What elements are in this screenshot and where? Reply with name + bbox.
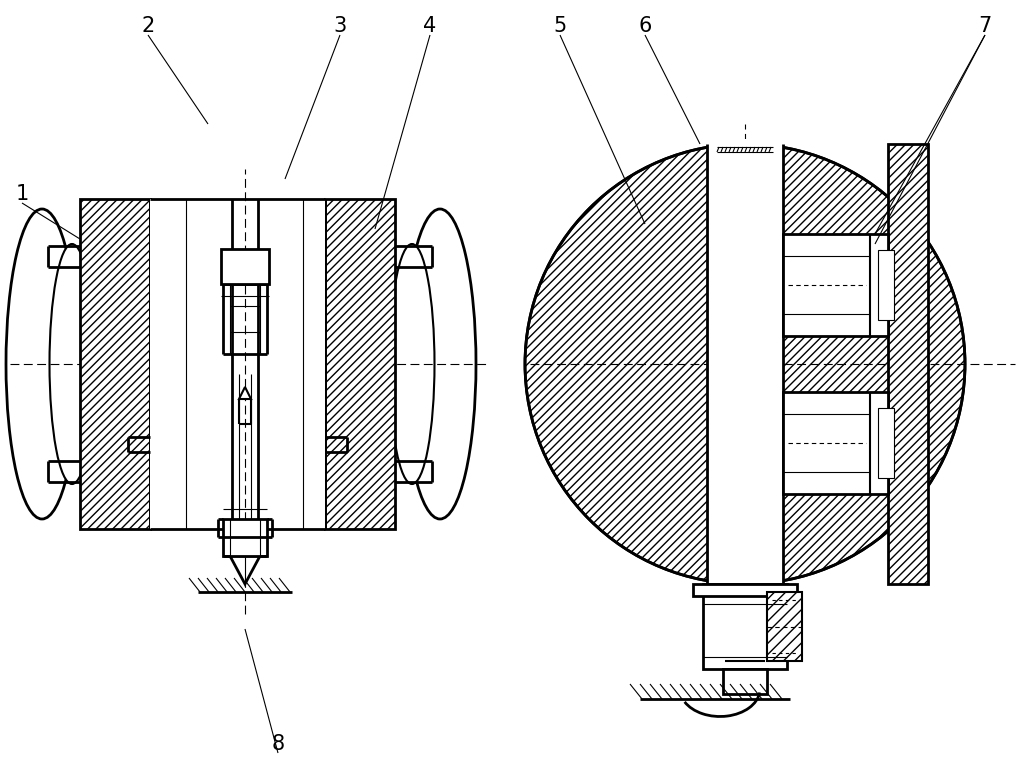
Text: 6: 6 [638, 16, 651, 36]
Bar [703, 584, 787, 669]
Text: 4: 4 [423, 16, 436, 36]
Bar [223, 519, 267, 556]
Text: 1: 1 [15, 184, 29, 204]
Ellipse shape [6, 209, 78, 519]
Bar [693, 584, 797, 596]
Text: 7: 7 [978, 16, 991, 36]
Ellipse shape [49, 244, 94, 484]
Bar [783, 234, 888, 336]
Bar [723, 669, 767, 694]
Polygon shape [230, 556, 260, 584]
Ellipse shape [404, 209, 476, 519]
Bar [878, 408, 894, 478]
Text: 5: 5 [553, 16, 566, 36]
Bar [878, 250, 894, 320]
Circle shape [525, 144, 965, 584]
Bar [150, 199, 325, 529]
Polygon shape [239, 387, 251, 399]
Text: 3: 3 [334, 16, 347, 36]
Bar [767, 592, 802, 661]
Bar [325, 199, 395, 529]
Bar [707, 139, 783, 589]
Bar [888, 144, 928, 584]
Bar [783, 392, 888, 494]
Ellipse shape [389, 244, 434, 484]
Bar [221, 249, 269, 284]
Text: 2: 2 [141, 16, 155, 36]
Text: 8: 8 [271, 734, 285, 754]
Bar [80, 199, 150, 529]
